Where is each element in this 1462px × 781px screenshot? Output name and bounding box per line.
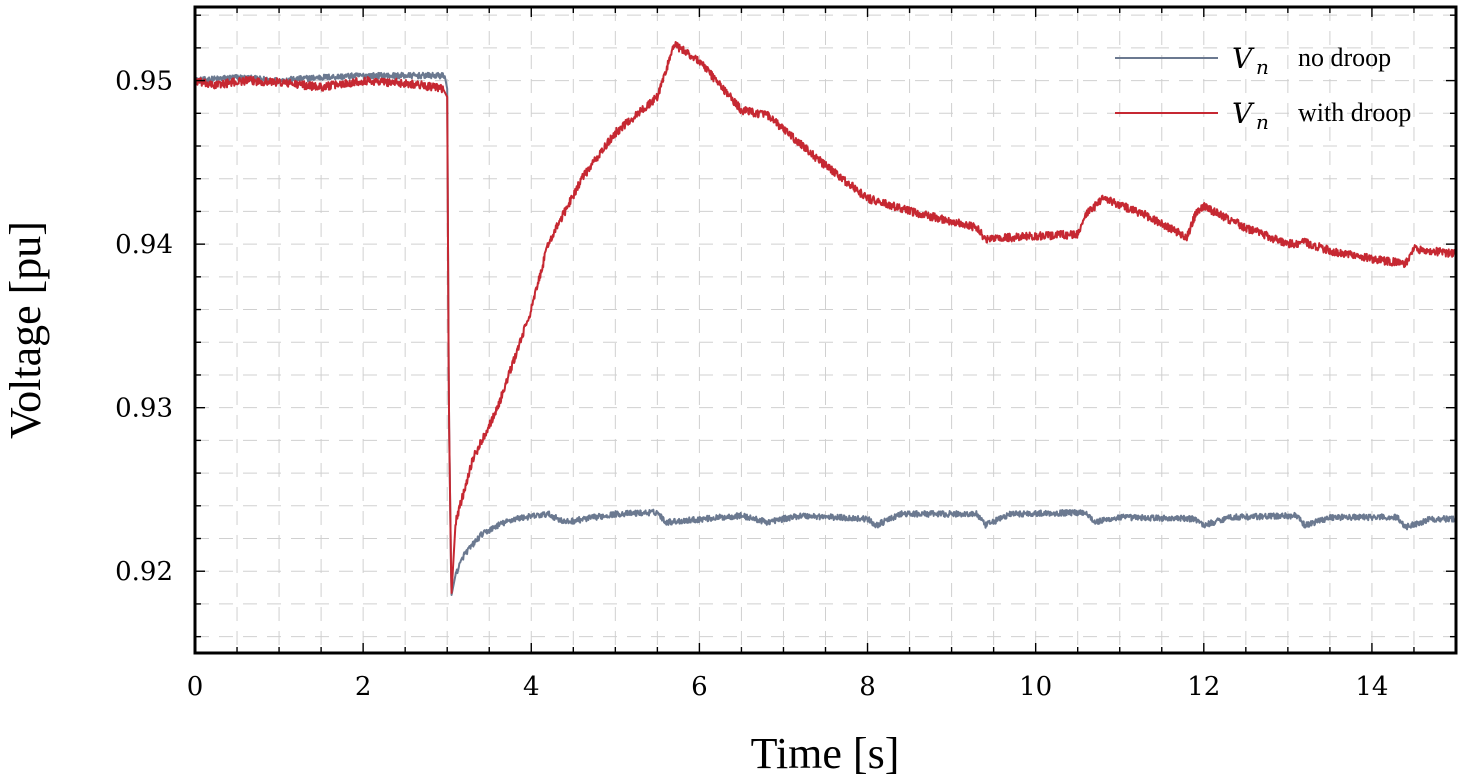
x-tick-label: 8 <box>859 672 876 702</box>
x-tick-label: 2 <box>355 672 372 702</box>
x-axis-title: Time [s] <box>751 729 900 778</box>
x-tick-label: 6 <box>691 672 708 702</box>
legend-variable: V <box>1232 42 1255 75</box>
x-tick-label: 0 <box>187 672 204 702</box>
x-tick-label: 12 <box>1187 672 1220 702</box>
legend-label: with droop <box>1298 98 1411 127</box>
y-tick-label: 0.92 <box>115 557 173 587</box>
y-tick-label: 0.93 <box>115 394 173 424</box>
legend-subscript: n <box>1256 110 1269 134</box>
series-line-0 <box>194 71 1457 596</box>
series-layer <box>194 41 1457 596</box>
legend-label: no droop <box>1298 43 1391 72</box>
tick-labels: 0 2 4 6 8 10 12 14 0.92 0.93 0.94 0.95 <box>115 67 1388 702</box>
x-tick-label: 4 <box>523 672 540 702</box>
y-tick-label: 0.95 <box>115 67 173 97</box>
y-axis-title: Voltage [pu] <box>1 221 50 439</box>
x-tick-label: 10 <box>1019 672 1052 702</box>
tick-marks <box>194 7 1457 653</box>
x-tick-label: 14 <box>1355 672 1388 702</box>
legend-variable: V <box>1232 97 1255 130</box>
legend-subscript: n <box>1256 55 1269 79</box>
series-line-1 <box>194 41 1457 594</box>
grid <box>194 7 1457 653</box>
y-tick-label: 0.94 <box>115 230 173 260</box>
